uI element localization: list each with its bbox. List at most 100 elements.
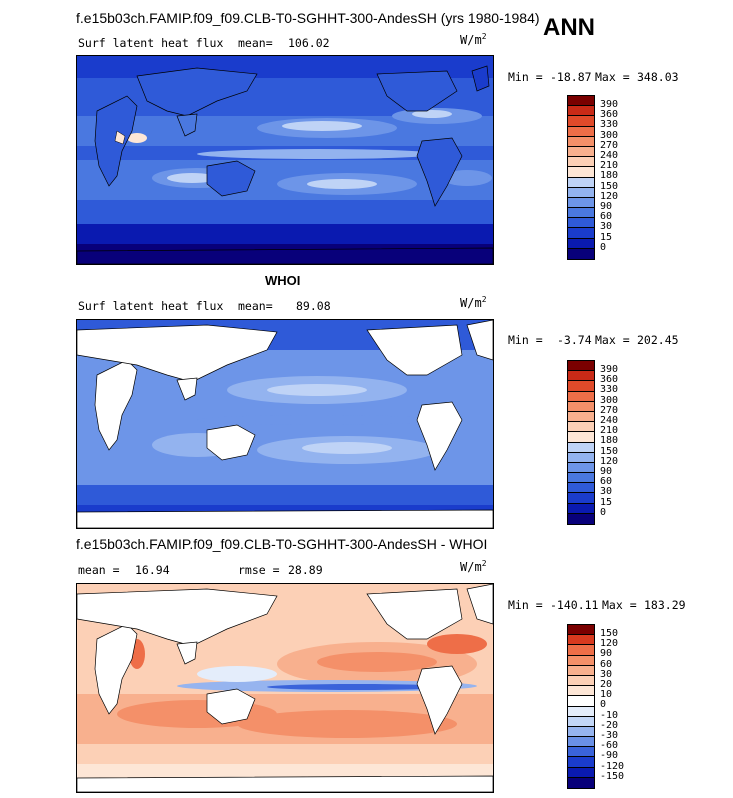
- panel2-swatch: [568, 401, 594, 412]
- panel2-colorbar-labels: 390 360 330 300 270 240 210 180 150 120 …: [600, 364, 640, 524]
- panel3-swatch: [568, 706, 594, 717]
- panel2-level: 90: [600, 466, 613, 477]
- panel1-swatch: [568, 248, 594, 259]
- panel1-colorbar: [567, 95, 595, 260]
- panel3-swatch: [568, 655, 594, 666]
- panel3-swatch: [568, 737, 594, 748]
- panel2-level: 360: [600, 374, 619, 386]
- panel3-level: 150: [600, 628, 619, 639]
- panel1-level: 90: [600, 201, 613, 212]
- panel3-level: 90: [600, 648, 613, 660]
- panel1-min-value: -18.87: [550, 70, 592, 84]
- panel3-colorbar-labels: 150 120 90 60 30 20 10 0 -10 -20 -30 -60…: [600, 628, 644, 788]
- panel2-map-svg: [77, 320, 493, 528]
- panel2-max-label: Max =: [595, 333, 630, 347]
- panel2-swatch: [568, 473, 594, 484]
- panel3-level: 10: [600, 689, 613, 701]
- panel3-subtitle: f.e15b03ch.FAMIP.f09_f09.CLB-T0-SGHHT-30…: [76, 536, 488, 552]
- panel3-level: -20: [600, 719, 619, 731]
- panel3-level: -90: [600, 750, 619, 762]
- panel1-swatch: [568, 208, 594, 219]
- panel2-map: [76, 319, 494, 529]
- panel2-swatch: [568, 432, 594, 443]
- panel1-level: 390: [600, 99, 619, 110]
- panel3-max-value: 183.29: [644, 598, 686, 612]
- panel1-map: [76, 55, 494, 265]
- panel3-swatch: [568, 675, 594, 687]
- panel1-colorbar-labels: 390 360 330 300 270 240 210 180 150 120 …: [600, 99, 640, 259]
- panel2-swatch: [568, 391, 594, 402]
- panel1-level: 330: [600, 119, 619, 131]
- panel3-swatch: [568, 767, 594, 778]
- panel1-level: 15: [600, 231, 613, 243]
- plot-title: f.e15b03ch.FAMIP.f09_f09.CLB-T0-SGHHT-30…: [76, 10, 540, 26]
- panel2-max-value: 202.45: [637, 333, 679, 347]
- panel3-swatch: [568, 726, 594, 738]
- panel2-swatch: [568, 422, 594, 433]
- panel2-swatch: [568, 513, 594, 524]
- panel2-colorbar: [567, 360, 595, 525]
- panel2-level: 330: [600, 384, 619, 396]
- panel3-swatch: [568, 747, 594, 758]
- panel2-level: 60: [600, 476, 613, 488]
- panel2-swatch: [568, 483, 594, 494]
- panel2-level: 180: [600, 435, 619, 447]
- panel3-swatch: [568, 716, 594, 727]
- panel2-subtitle: WHOI: [265, 273, 301, 288]
- panel1-level: 150: [600, 180, 619, 192]
- panel1-level: 360: [600, 109, 619, 121]
- panel3-map: [76, 583, 494, 793]
- panel3-swatch: [568, 625, 594, 636]
- panel3-rmse-value: 28.89: [288, 563, 323, 577]
- panel2-level: 240: [600, 415, 619, 426]
- panel1-max-label: Max =: [595, 70, 630, 84]
- panel2-level: 270: [600, 404, 619, 416]
- panel1-swatch: [568, 126, 594, 137]
- panel2-swatch: [568, 452, 594, 463]
- panel1-swatch: [568, 116, 594, 127]
- panel2-level: 300: [600, 394, 619, 406]
- panel3-level: 60: [600, 658, 613, 670]
- panel3-swatch: [568, 696, 594, 707]
- panel3-level: -10: [600, 709, 619, 721]
- panel1-max-value: 348.03: [637, 70, 679, 84]
- panel1-level: 210: [600, 160, 619, 172]
- panel2-level: 150: [600, 445, 619, 457]
- panel3-level: 20: [600, 679, 613, 690]
- panel3-min-value: -140.11: [550, 598, 599, 612]
- panel1-swatch: [568, 177, 594, 188]
- panel3-swatch: [568, 665, 594, 676]
- panel1-swatch: [568, 136, 594, 147]
- panel3-swatch: [568, 777, 594, 788]
- panel2-mean-value: 89.08: [296, 299, 331, 313]
- panel3-level: -30: [600, 730, 619, 741]
- panel2-swatch: [568, 411, 594, 423]
- panel2-level: 120: [600, 455, 619, 467]
- panel1-swatch: [568, 157, 594, 168]
- panel1-variable: Surf latent heat flux: [78, 36, 224, 50]
- panel1-swatch: [568, 218, 594, 229]
- panel1-level: 60: [600, 211, 613, 223]
- panel1-swatch: [568, 167, 594, 178]
- panel3-swatch: [568, 686, 594, 697]
- panel2-mean-label: mean=: [238, 299, 273, 313]
- panel1-swatch: [568, 238, 594, 249]
- panel3-map-svg: [77, 584, 493, 792]
- panel1-level: 180: [600, 170, 619, 182]
- panel2-level: 0: [600, 506, 607, 518]
- panel2-units: W/m2: [460, 295, 487, 310]
- panel3-colorbar: [567, 624, 595, 789]
- panel3-rmse-label: rmse =: [238, 563, 280, 577]
- panel3-level: 30: [600, 668, 613, 680]
- panel1-level: 270: [600, 139, 619, 151]
- panel1-level: 0: [600, 241, 607, 253]
- panel3-swatch: [568, 635, 594, 646]
- panel2-level: 210: [600, 425, 619, 437]
- panel2-min-label: Min =: [508, 333, 543, 347]
- panel3-max-label: Max =: [602, 598, 637, 612]
- panel3-units: W/m2: [460, 559, 487, 574]
- panel2-swatch: [568, 503, 594, 514]
- panel3-level: -150: [600, 770, 625, 782]
- panel1-level: 30: [600, 221, 613, 233]
- panel3-swatch: [568, 757, 594, 768]
